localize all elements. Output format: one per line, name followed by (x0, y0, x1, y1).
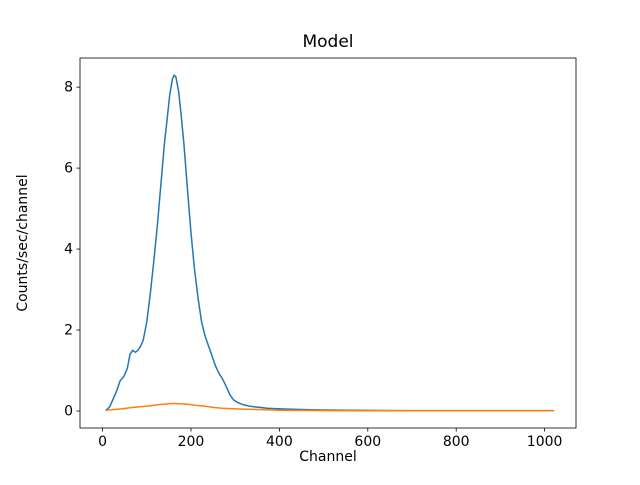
x-tick-label: 0 (98, 434, 107, 450)
x-tick-label: 200 (178, 434, 205, 450)
x-tick-label: 1000 (527, 434, 563, 450)
series-line-1 (105, 74, 555, 412)
x-tick-label: 800 (443, 434, 470, 450)
y-tick-label: 6 (64, 161, 73, 177)
plot-area: 0 200 400 600 800 1000 0 2 4 6 8 (64, 57, 577, 450)
y-tick-label: 0 (64, 403, 73, 419)
series-line-2 (105, 402, 555, 412)
y-tick-label: 2 (64, 323, 73, 339)
y-tick-label: 4 (64, 242, 73, 258)
x-tick-label: 400 (266, 434, 293, 450)
chart-title: Model (302, 32, 353, 52)
y-tick-label: 8 (64, 80, 73, 96)
x-axis-label: Channel (299, 449, 356, 465)
x-tick-label: 600 (354, 434, 381, 450)
axes-spines (79, 57, 577, 429)
y-axis-label: Counts/sec/channel (15, 174, 31, 311)
